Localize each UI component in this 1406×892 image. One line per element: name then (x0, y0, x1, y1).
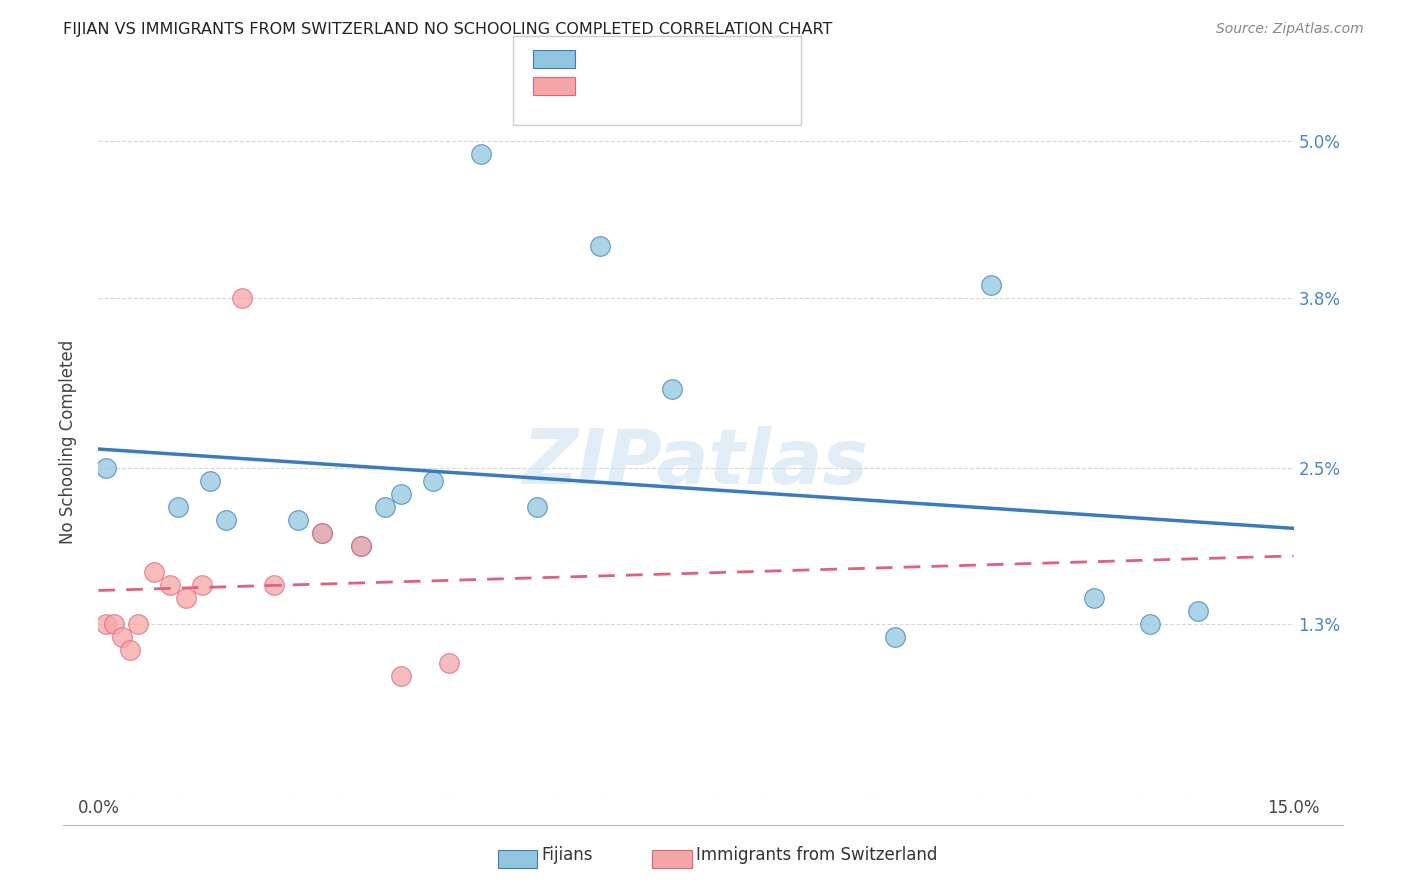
Text: R =: R = (585, 54, 621, 71)
Point (311, 525, 333, 540)
Text: FIJIAN VS IMMIGRANTS FROM SWITZERLAND NO SCHOOLING COMPLETED CORRELATION CHART: FIJIAN VS IMMIGRANTS FROM SWITZERLAND NO… (63, 22, 832, 37)
Point (389, 669, 412, 683)
Point (231, 291, 253, 305)
Text: R =: R = (585, 80, 621, 98)
Point (1139, 617, 1161, 632)
Point (96, 460, 118, 475)
Text: 0.177: 0.177 (616, 80, 668, 98)
Point (287, 513, 309, 527)
Point (374, 500, 396, 514)
Point (127, 617, 149, 632)
Y-axis label: No Schooling Completed: No Schooling Completed (59, 340, 77, 543)
Point (350, 539, 373, 553)
Point (198, 474, 221, 488)
Point (884, 630, 907, 644)
Point (437, 657, 460, 671)
Point (422, 474, 444, 488)
Point (111, 630, 134, 644)
Text: ZIPatlas: ZIPatlas (523, 425, 869, 500)
Point (103, 617, 125, 632)
Point (661, 382, 683, 396)
Text: 15: 15 (711, 80, 734, 98)
Point (191, 578, 214, 592)
Point (215, 513, 238, 527)
Text: 0.182: 0.182 (616, 54, 668, 71)
Point (350, 539, 373, 553)
Point (470, 147, 492, 161)
Point (1083, 591, 1105, 606)
Text: N =: N = (662, 54, 714, 71)
Point (526, 500, 548, 514)
Text: 19: 19 (711, 54, 734, 71)
Point (167, 500, 190, 514)
Text: N =: N = (662, 80, 714, 98)
Point (1187, 604, 1209, 618)
Text: Immigrants from Switzerland: Immigrants from Switzerland (696, 847, 938, 864)
Text: Fijians: Fijians (541, 847, 593, 864)
Point (96, 617, 118, 632)
Text: Source: ZipAtlas.com: Source: ZipAtlas.com (1216, 22, 1364, 37)
Point (120, 643, 142, 657)
Point (311, 525, 333, 540)
Point (159, 578, 181, 592)
Point (589, 239, 612, 253)
Point (980, 277, 1002, 292)
Point (174, 591, 197, 606)
Point (143, 565, 166, 579)
Point (389, 487, 412, 501)
Point (263, 578, 285, 592)
